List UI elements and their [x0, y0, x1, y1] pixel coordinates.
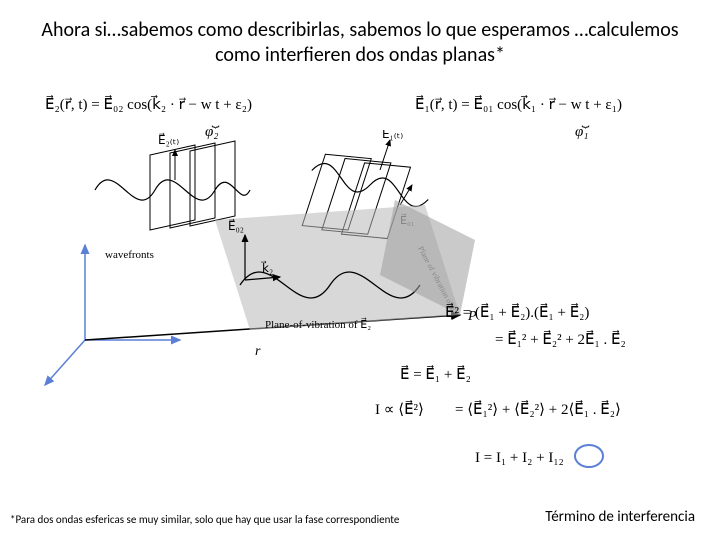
circle-annotation — [572, 442, 606, 470]
phi1-label: φ₁ — [575, 124, 589, 141]
equation-esq1: E⃗² = (E⃗₁ + E⃗₂).(E⃗₁ + E⃗₂) — [445, 303, 589, 322]
equation-e2: E⃗₂(r⃗, t) = E⃗₀₂ cos(k⃗₂ · r⃗ − w t + ε… — [45, 95, 252, 114]
equation-intensity: I ∝ ⟨E⃗²⟩ — [375, 400, 424, 419]
equation-e1: E⃗₁(r⃗, t) = E⃗₀₁ cos(k⃗₁ · r⃗ − w t + ε… — [415, 95, 622, 114]
svg-text:E⃗₁₍ₜ₎: E⃗₁₍ₜ₎ — [382, 130, 403, 141]
svg-text:r⃗: r⃗ — [255, 344, 271, 359]
svg-text:E⃗₂₍ₜ₎: E⃗₂₍ₜ₎ — [158, 132, 179, 147]
equation-i: I = I₁ + I₂ + I₁₂ — [475, 450, 564, 467]
svg-text:Plane-of-vibration of E⃗₂: Plane-of-vibration of E⃗₂ — [265, 317, 371, 331]
footnote-left: *Para dos ondas esfericas se muy similar… — [10, 513, 440, 526]
slide-title: Ahora si…sabemos como describirlas, sabe… — [40, 18, 680, 68]
svg-text:k⃗₂: k⃗₂ — [261, 260, 274, 275]
footnote-right: Término de interferencia — [545, 508, 695, 526]
svg-text:E⃗₀₂: E⃗₀₂ — [228, 218, 244, 233]
equation-intensity-expanded: = ⟨E⃗₁²⟩ + ⟨E⃗₂²⟩ + 2⟨E⃗₁ . E⃗₂⟩ — [455, 400, 621, 419]
svg-text:wavefronts: wavefronts — [105, 249, 154, 261]
equation-esq2: = E⃗₁² + E⃗₂² + 2E⃗₁ . E⃗₂ — [495, 330, 626, 349]
equation-sum: E⃗ = E⃗₁ + E⃗₂ — [400, 365, 471, 384]
